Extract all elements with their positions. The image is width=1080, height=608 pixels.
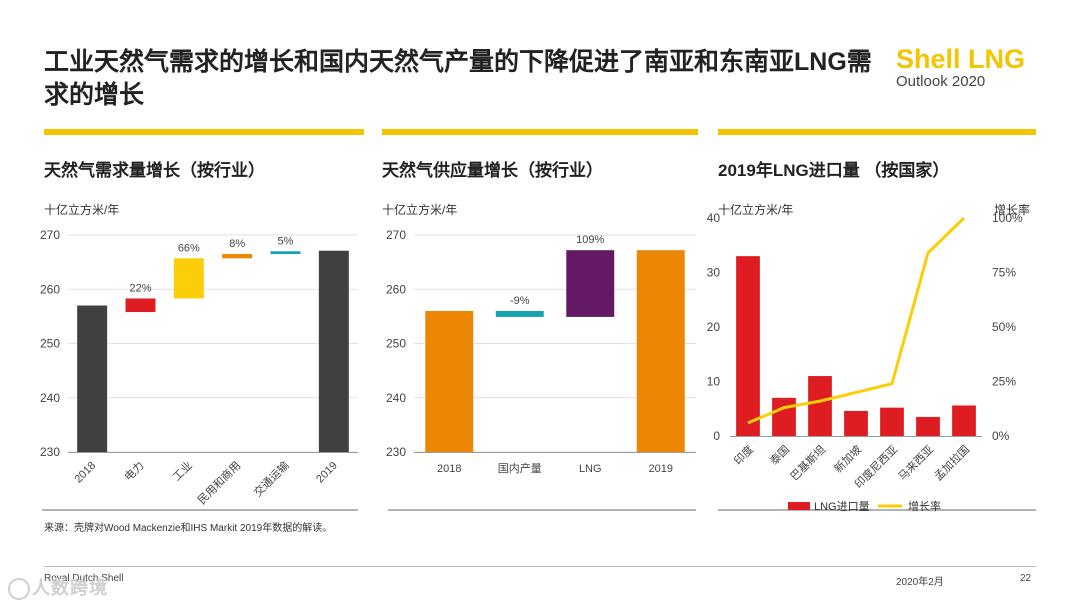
chart-1-y-tick-label: 230 bbox=[40, 445, 60, 459]
chart-3-y-tick-label: 0 bbox=[713, 429, 720, 443]
chart-3-y2-tick-label: 0% bbox=[992, 429, 1010, 443]
chart-1-x-tick-label: 电力 bbox=[122, 459, 147, 484]
chart-1-y-tick-label: 250 bbox=[40, 337, 60, 351]
shell-lng-logo: Shell LNG Outlook 2020 bbox=[896, 44, 1025, 90]
chart-2-bar bbox=[495, 310, 544, 317]
chart-2-bar bbox=[566, 250, 615, 317]
chart-3-legend-label-bars: LNG进口量 bbox=[814, 500, 870, 513]
chart-3-x-tick-label: 泰国 bbox=[767, 442, 792, 467]
chart-3-y-tick-label: 30 bbox=[707, 266, 721, 280]
chart-1-data-label: 22% bbox=[129, 282, 151, 294]
watermark: 人数跨境 bbox=[8, 574, 108, 601]
chart-1-demand-waterfall: 230 240 250 260 270 2018 22% 电力 66% 工业 8% 民用和商用 5% 交通… bbox=[40, 228, 358, 511]
chart-1-x-tick-label: 交通运输 bbox=[251, 458, 292, 499]
logo-main-text: Shell LNG bbox=[896, 44, 1026, 74]
chart-2-bar bbox=[425, 310, 474, 452]
watermark-text: 人数跨境 bbox=[32, 578, 108, 598]
chart-3-legend-label-line: 增长率 bbox=[908, 499, 941, 513]
chart-2-y-tick-label: 240 bbox=[386, 391, 406, 405]
source-note: 来源：壳牌对Wood Mackenzie和IHS Markit 2019年数据的… bbox=[44, 523, 333, 534]
panel-1-accent-bar bbox=[44, 129, 364, 135]
chart-1-y-unit: 十亿立方米/年 bbox=[44, 203, 120, 217]
chart-1-x-tick-label: 2018 bbox=[72, 460, 98, 486]
chart-3-bar bbox=[880, 407, 904, 436]
chart-1-x-tick-label: 工业 bbox=[170, 459, 195, 484]
logo-sub-text: Outlook 2020 bbox=[896, 73, 986, 90]
chart-2-x-tick-label: 2018 bbox=[437, 463, 461, 475]
footer-divider bbox=[44, 566, 1036, 567]
chart-3-x-tick-label: 巴基斯坦 bbox=[787, 442, 828, 483]
chart-3-y-tick-label: 40 bbox=[707, 212, 721, 225]
chart-1-bar bbox=[125, 298, 156, 313]
chart-2-y-tick-label: 250 bbox=[386, 337, 406, 351]
chart-1-bar bbox=[77, 305, 108, 452]
chart-1-y-tick-label: 240 bbox=[40, 391, 60, 405]
chart-3-bar bbox=[772, 397, 796, 436]
chart-3-y2-tick-label: 75% bbox=[992, 266, 1016, 280]
chart-1-bar bbox=[318, 250, 349, 452]
page-number: 22 bbox=[1020, 573, 1032, 584]
chart-3-y-tick-label: 20 bbox=[707, 320, 721, 334]
chart-2-y-unit: 十亿立方米/年 bbox=[382, 203, 458, 217]
chart-3-x-tick-label: 印度 bbox=[731, 442, 756, 467]
chart-3-title: 2019年LNG进口量 （按国家） bbox=[718, 161, 950, 180]
chart-2-supply-waterfall: 230 240 250 260 270 2018 -9% 国内产量 109% LNG 2019 bbox=[386, 228, 696, 511]
chart-2-x-tick-label: 2019 bbox=[649, 463, 673, 475]
company-name: Royal Dutch Shell bbox=[44, 573, 124, 584]
panel-2-accent-bar bbox=[382, 129, 698, 135]
chart-2-title: 天然气供应量增长（按行业） bbox=[382, 161, 603, 180]
chart-2-x-tick-label: 国内产量 bbox=[498, 461, 542, 475]
panel-3-accent-bar bbox=[718, 129, 1036, 135]
chart-3-growth-line bbox=[747, 216, 966, 425]
footer-date: 2020年2月 bbox=[896, 577, 944, 588]
chart-2-y-tick-label: 230 bbox=[386, 445, 406, 459]
chart-2-y-tick-label: 270 bbox=[386, 228, 406, 242]
chart-3-y2-unit: 增长率 bbox=[994, 203, 1031, 217]
chart-3-legend-swatch-bars bbox=[788, 502, 810, 510]
chart-3-y2-tick-label: 50% bbox=[992, 320, 1016, 334]
chart-3-bar bbox=[916, 416, 940, 436]
chart-3-y2-tick-label: 100% bbox=[992, 212, 1023, 225]
chart-2-x-tick-label: LNG bbox=[579, 463, 602, 475]
chart-2-y-tick-label: 260 bbox=[386, 282, 406, 296]
chart-3-bar bbox=[952, 405, 976, 436]
chart-1-bar bbox=[173, 258, 204, 299]
chart-3-y-tick-label: 10 bbox=[707, 375, 721, 389]
chart-1-y-tick-label: 270 bbox=[40, 228, 60, 242]
chart-1-data-label: 66% bbox=[178, 242, 200, 254]
chart-2-bar bbox=[636, 250, 685, 452]
chart-3-x-tick-label: 新加坡 bbox=[831, 442, 864, 475]
chart-1-data-label: 5% bbox=[278, 235, 294, 247]
watermark-icon bbox=[8, 578, 30, 601]
chart-2-data-label: 109% bbox=[576, 234, 604, 246]
chart-3-x-tick-label: 孟加拉国 bbox=[931, 442, 972, 483]
chart-1-bar bbox=[222, 253, 253, 259]
chart-1-y-tick-label: 260 bbox=[40, 282, 60, 296]
chart-1-bar bbox=[270, 251, 301, 254]
chart-3-y2-tick-label: 25% bbox=[992, 375, 1016, 389]
chart-1-x-tick-label: 2019 bbox=[314, 460, 340, 486]
chart-1-x-tick-label: 民用和商用 bbox=[194, 458, 243, 507]
chart-3-bar bbox=[808, 376, 832, 436]
chart-2-data-label: -9% bbox=[510, 295, 530, 307]
page-title: 工业天然气需求的增长和国内天然气产量的下降促进了南亚和东南亚LNG需求的增长 bbox=[44, 48, 872, 109]
chart-3-y-unit: 十亿立方米/年 bbox=[718, 203, 794, 217]
chart-3-x-tick-label: 马来西亚 bbox=[896, 443, 936, 483]
chart-3-bar bbox=[736, 256, 760, 436]
chart-3-bar bbox=[844, 410, 868, 436]
chart-1-title: 天然气需求量增长（按行业） bbox=[44, 161, 265, 180]
chart-1-data-label: 8% bbox=[229, 238, 245, 250]
